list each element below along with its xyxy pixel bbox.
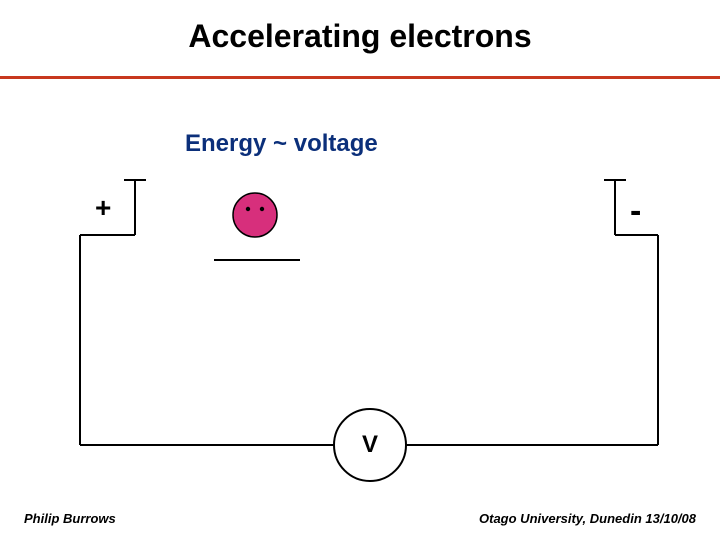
electron-eye-left bbox=[246, 207, 250, 211]
minus-terminal-label: - bbox=[630, 192, 641, 231]
footer-venue: Otago University, Dunedin 13/10/08 bbox=[479, 511, 696, 526]
footer-author: Philip Burrows bbox=[24, 511, 116, 526]
slide-container: Accelerating electrons Energy ~ voltage bbox=[0, 0, 720, 540]
circuit-diagram bbox=[0, 0, 720, 540]
electron-eye-right bbox=[260, 207, 264, 211]
voltage-label: V bbox=[350, 431, 390, 459]
plus-terminal-label: + bbox=[95, 192, 111, 224]
electron-icon bbox=[233, 193, 277, 237]
